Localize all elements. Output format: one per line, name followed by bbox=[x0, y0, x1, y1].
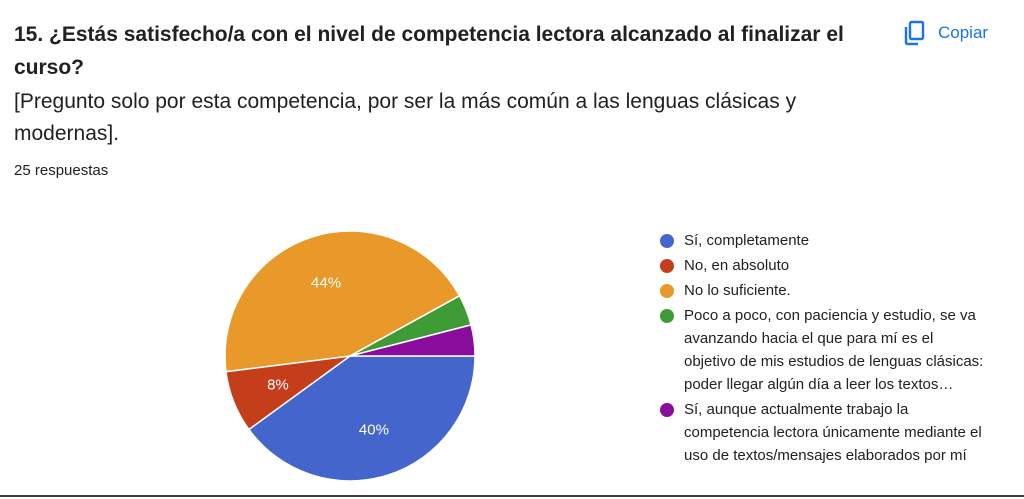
legend-label: No, en absoluto bbox=[684, 257, 790, 274]
question-description: [Pregunto solo por esta competencia, por… bbox=[14, 90, 797, 145]
legend-swatch bbox=[660, 234, 674, 248]
pie-slice[interactable] bbox=[224, 230, 461, 373]
response-count: 25 respuestas bbox=[14, 162, 109, 179]
legend-label: No lo suficiente. bbox=[684, 282, 791, 299]
legend-swatch bbox=[660, 284, 674, 298]
legend-label: Poco a poco, con paciencia y estudio, se… bbox=[684, 307, 984, 393]
legend-item[interactable]: No, en absoluto bbox=[660, 254, 990, 277]
chart-legend: Sí, completamente No, en absoluto No lo su… bbox=[660, 229, 990, 469]
legend-swatch bbox=[660, 403, 674, 417]
legend-swatch bbox=[660, 259, 674, 273]
legend-item[interactable]: No lo suficiente. bbox=[660, 279, 990, 302]
slice-percent-label: 40% bbox=[359, 422, 389, 439]
slice-percent-label: 44% bbox=[311, 274, 341, 291]
legend-item[interactable]: Sí, aunque actualmente trabajo la compet… bbox=[660, 398, 990, 467]
legend-label: Sí, aunque actualmente trabajo la compet… bbox=[684, 401, 982, 464]
pie-chart: 40% 8% 44% bbox=[224, 230, 476, 482]
legend-item[interactable]: Sí, completamente bbox=[660, 229, 990, 252]
copy-icon bbox=[902, 20, 926, 46]
legend-label: Sí, completamente bbox=[684, 232, 810, 249]
copy-button[interactable]: Copiar bbox=[902, 16, 988, 50]
question-title: 15. ¿Estás satisfecho/a con el nivel de … bbox=[14, 23, 844, 79]
pie-slice[interactable] bbox=[349, 324, 476, 357]
legend-swatch bbox=[660, 309, 674, 323]
legend-item[interactable]: Poco a poco, con paciencia y estudio, se… bbox=[660, 304, 990, 396]
divider bbox=[0, 495, 1024, 497]
copy-label: Copiar bbox=[938, 23, 989, 42]
pie-slice[interactable] bbox=[247, 355, 476, 482]
slice-percent-label: 8% bbox=[267, 377, 289, 394]
